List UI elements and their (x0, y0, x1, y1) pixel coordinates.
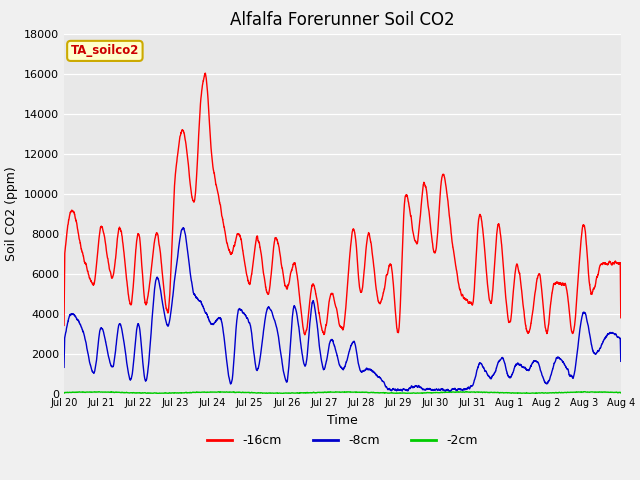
Title: Alfalfa Forerunner Soil CO2: Alfalfa Forerunner Soil CO2 (230, 11, 454, 29)
Y-axis label: Soil CO2 (ppm): Soil CO2 (ppm) (6, 166, 19, 261)
Legend: -16cm, -8cm, -2cm: -16cm, -8cm, -2cm (202, 429, 483, 452)
X-axis label: Time: Time (327, 414, 358, 427)
Text: TA_soilco2: TA_soilco2 (70, 44, 139, 58)
